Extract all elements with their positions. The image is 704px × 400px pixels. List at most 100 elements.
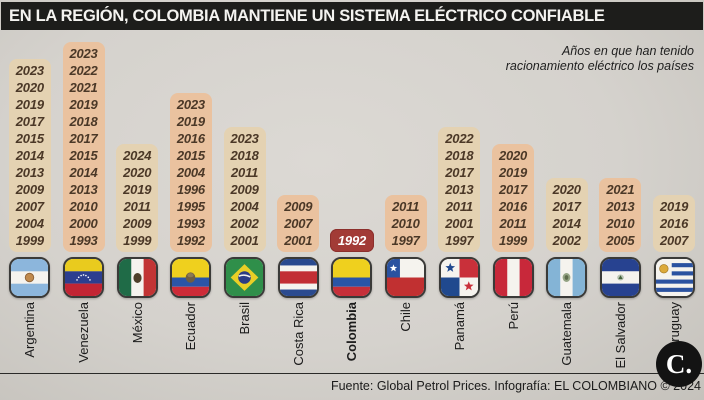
year-value: 2013 — [69, 182, 98, 197]
country-column-argentina: 2023 2020 2019 2017 2015 2014 2013 2009 2007 2004… — [3, 31, 57, 372]
year-value: 2010 — [391, 216, 420, 231]
year-value: 2023 — [230, 131, 259, 146]
country-label-guatemala: Guatemala — [559, 302, 575, 366]
year-value: 2018 — [445, 148, 474, 163]
year-value: 2021 — [606, 182, 635, 197]
country-label-wrap: El Salvador — [613, 298, 628, 372]
year-value: 1993 — [69, 233, 98, 248]
years-block-el-salvador: 2021 2013 2010 2005 — [599, 178, 642, 252]
years-block-brasil: 2023 2018 2011 2009 2004 2002 2001 — [223, 127, 266, 252]
year-value: 2009 — [284, 199, 313, 214]
years-block-venezuela: 2023 2022 2021 2019 2018 2017 2015 2014 2013 2010… — [62, 42, 105, 252]
year-value: 2010 — [606, 216, 635, 231]
footer-credit: Fuente: Global Petrol Prices. Infografía… — [330, 379, 701, 393]
year-value: 2017 — [498, 182, 528, 197]
year-value: 2023 — [176, 97, 205, 112]
country-label-wrap: Brasil — [237, 298, 252, 372]
year-value: 2019 — [123, 182, 152, 197]
year-value: 2015 — [69, 148, 98, 163]
year-value: 2017 — [552, 199, 581, 214]
country-label-wrap: Costa Rica — [291, 298, 306, 372]
years-wrap-colombia: 1992 — [329, 31, 374, 257]
years-wrap-mexico: 2024 2020 2019 2011 2009 1999 — [116, 31, 159, 257]
year-value: 2018 — [69, 114, 98, 129]
year-value: 2020 — [552, 182, 581, 197]
year-value: 2018 — [230, 148, 259, 163]
year-value: 2001 — [445, 216, 474, 231]
years-block-ecuador: 2023 2019 2016 2015 2004 1996 1995 1993 1992 — [169, 93, 212, 252]
year-value: 2022 — [69, 63, 98, 78]
year-value: 2005 — [606, 233, 635, 248]
year-value: 2022 — [445, 131, 474, 146]
year-value: 2001 — [230, 233, 259, 248]
years-block-panama: 2022 2018 2017 2013 2011 2001 1997 — [438, 127, 481, 252]
country-column-venezuela: 2023 2022 2021 2019 2018 2017 2015 2014 2013 2010… — [57, 31, 111, 372]
country-column-ecuador: 2023 2019 2016 2015 2004 1996 1995 1993 1992 Ecua… — [164, 31, 218, 372]
year-value: 1999 — [15, 233, 44, 248]
year-value: 2020 — [498, 148, 528, 163]
year-value: 2013 — [445, 182, 474, 197]
year-value: 2014 — [552, 216, 581, 231]
year-value: 2014 — [69, 165, 98, 180]
year-value: 2004 — [15, 216, 44, 231]
year-value: 2011 — [445, 199, 473, 214]
year-value: 2000 — [69, 216, 98, 231]
year-value: 1993 — [176, 216, 205, 231]
years-wrap-uruguay: 2019 2016 2007 — [653, 31, 696, 257]
country-label-chile: Chile — [398, 302, 414, 332]
uruguay-flag-icon — [653, 257, 695, 298]
year-value: 1997 — [391, 233, 420, 248]
logo-letter: C. — [665, 348, 693, 379]
country-column-peru: 2020 2019 2017 2016 2011 1999 Perú — [486, 31, 540, 372]
year-value: 1992 — [176, 233, 205, 248]
year-value: 1999 — [123, 233, 152, 248]
year-value: 2004 — [176, 165, 205, 180]
years-wrap-brasil: 2023 2018 2011 2009 2004 2002 2001 — [223, 31, 266, 257]
year-value: 2007 — [15, 199, 44, 214]
country-label-el-salvador: El Salvador — [612, 302, 628, 369]
annotation-line-2: racionamiento eléctrico los países — [505, 59, 694, 73]
peru-flag-icon — [492, 257, 534, 298]
year-value: 1992 — [337, 233, 367, 248]
country-label-wrap: México — [130, 298, 145, 372]
el-colombiano-logo-icon: C. — [656, 341, 702, 387]
year-value: 2017 — [15, 114, 44, 129]
costa-rica-flag-icon — [277, 257, 319, 298]
year-value: 2019 — [176, 114, 205, 129]
years-wrap-panama: 2022 2018 2017 2013 2011 2001 1997 — [438, 31, 481, 257]
year-value: 2009 — [123, 216, 152, 231]
years-wrap-venezuela: 2023 2022 2021 2019 2018 2017 2015 2014 2013 2010… — [62, 31, 105, 257]
brasil-flag-icon — [224, 257, 266, 298]
panama-flag-icon — [438, 257, 480, 298]
year-value: 2009 — [230, 182, 259, 197]
year-value: 2011 — [231, 165, 259, 180]
year-value: 2007 — [660, 233, 689, 248]
country-label-wrap: Perú — [506, 298, 521, 372]
country-label-wrap: Ecuador — [183, 298, 198, 372]
year-value: 2023 — [69, 46, 98, 61]
country-column-guatemala: 2020 2017 2014 2002 Guatemala — [540, 31, 594, 372]
year-value: 1995 — [176, 199, 205, 214]
country-label-wrap: Venezuela — [76, 298, 91, 372]
year-value: 1999 — [498, 233, 528, 248]
country-label-wrap: Panamá — [452, 298, 467, 372]
years-block-chile: 2011 2010 1997 — [384, 195, 427, 252]
years-block-guatemala: 2020 2017 2014 2002 — [545, 178, 588, 252]
year-value: 2011 — [123, 199, 151, 214]
year-value: 2021 — [69, 80, 98, 95]
year-value: 2016 — [176, 131, 205, 146]
country-label-wrap: Guatemala — [559, 298, 574, 372]
year-value: 2016 — [498, 199, 528, 214]
title-bar: EN LA REGIÓN, COLOMBIA MANTIENE UN SISTE… — [1, 2, 703, 30]
year-value: 2007 — [284, 216, 313, 231]
country-columns: 2023 2020 2019 2017 2015 2014 2013 2009 2007 2004… — [3, 31, 701, 372]
year-value: 2016 — [660, 216, 689, 231]
year-value: 2020 — [123, 165, 152, 180]
year-value: 2019 — [660, 199, 689, 214]
country-label-wrap: Chile — [398, 298, 413, 372]
page-title: EN LA REGIÓN, COLOMBIA MANTIENE UN SISTE… — [9, 6, 605, 25]
years-block-mexico: 2024 2020 2019 2011 2009 1999 — [116, 144, 159, 252]
ecuador-flag-icon — [170, 257, 212, 298]
years-block-argentina: 2023 2020 2019 2017 2015 2014 2013 2009 2007 2004… — [8, 59, 51, 252]
